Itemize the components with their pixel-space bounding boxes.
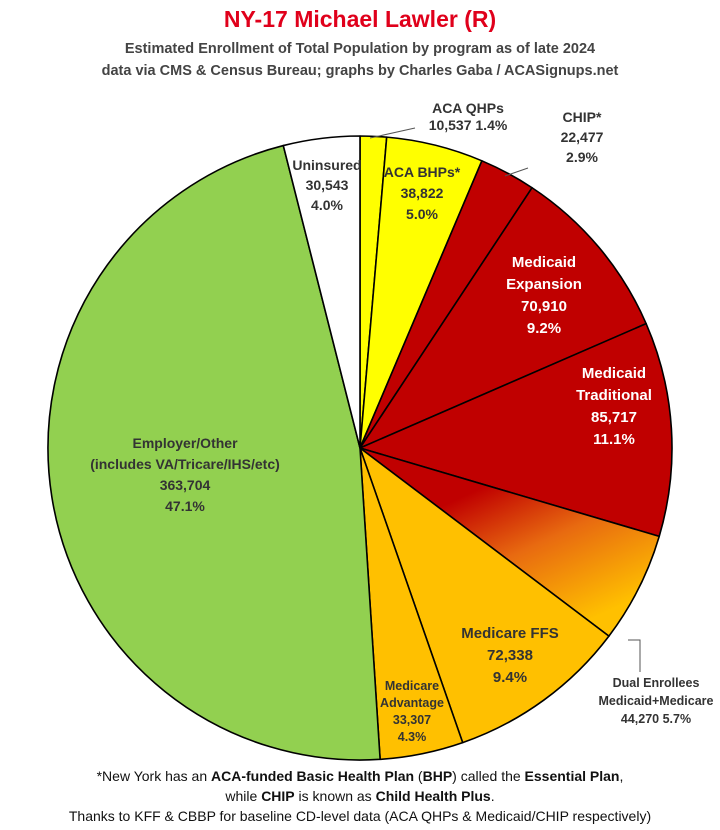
pie-slice-uninsured <box>282 135 361 449</box>
footnote-line3: Thanks to KFF & CBBP for baseline CD-lev… <box>68 808 652 824</box>
pie-slice-medicaid-traditional <box>359 322 673 538</box>
slice-label-aca-bhps: ACA BHPs* 38,822 5.0% <box>384 164 461 222</box>
slice-label-medicare-advantage: Medicare Advantage 33,307 4.3% <box>380 679 444 744</box>
leader-line-chip <box>504 167 529 177</box>
pie-chart: ACA QHPs 10,537 1.4% ACA BHPs* 38,822 5.0% CH… <box>47 100 714 761</box>
slice-label-employer-other-includes-va-tricare-ihs-etc: Employer/Other (includes VA/Tricare/IHS/e… <box>90 435 280 514</box>
slice-label-medicaid-traditional: Medicaid Traditional 85,717 11.1% <box>576 365 652 448</box>
footnote: *New York has an ACA-funded Basic Health… <box>0 766 720 826</box>
chart-subtitle-line1: Estimated Enrollment of Total Population… <box>124 41 596 57</box>
slice-label-medicare-ffs: Medicare FFS 72,338 9.4% <box>461 625 559 686</box>
slice-label-chip: CHIP* 22,477 2.9% <box>561 109 604 165</box>
footnote-line2: while CHIP is known as Child Health Plus… <box>225 788 495 804</box>
pie-slice-medicaid-expansion <box>359 186 647 449</box>
pie-slice-medicare-ffs <box>359 447 610 744</box>
chart-title: NY-17 Michael Lawler (R) <box>223 6 497 32</box>
pie-slice-employer-other-includes-va-tricare-ihs-etc <box>47 144 381 761</box>
slice-label-dual-enrollees-medicaid-medicare: Dual Enrollees Medicaid+Medicare 44,270 5.… <box>599 676 714 726</box>
leader-line-aca-qhps <box>369 127 416 139</box>
leader-line-dual-enrollees-medicaid-medicare <box>628 639 641 672</box>
slice-label-aca-qhps: ACA QHPs 10,537 1.4% <box>429 100 508 133</box>
chart-subtitle-line2: data via CMS & Census Bureau; graphs by … <box>101 63 619 79</box>
slice-label-uninsured: Uninsured 30,543 4.0% <box>292 157 361 213</box>
slice-label-medicaid-expansion: Medicaid Expansion 70,910 9.2% <box>506 254 582 337</box>
footnote-line1: *New York has an ACA-funded Basic Health… <box>96 768 624 784</box>
